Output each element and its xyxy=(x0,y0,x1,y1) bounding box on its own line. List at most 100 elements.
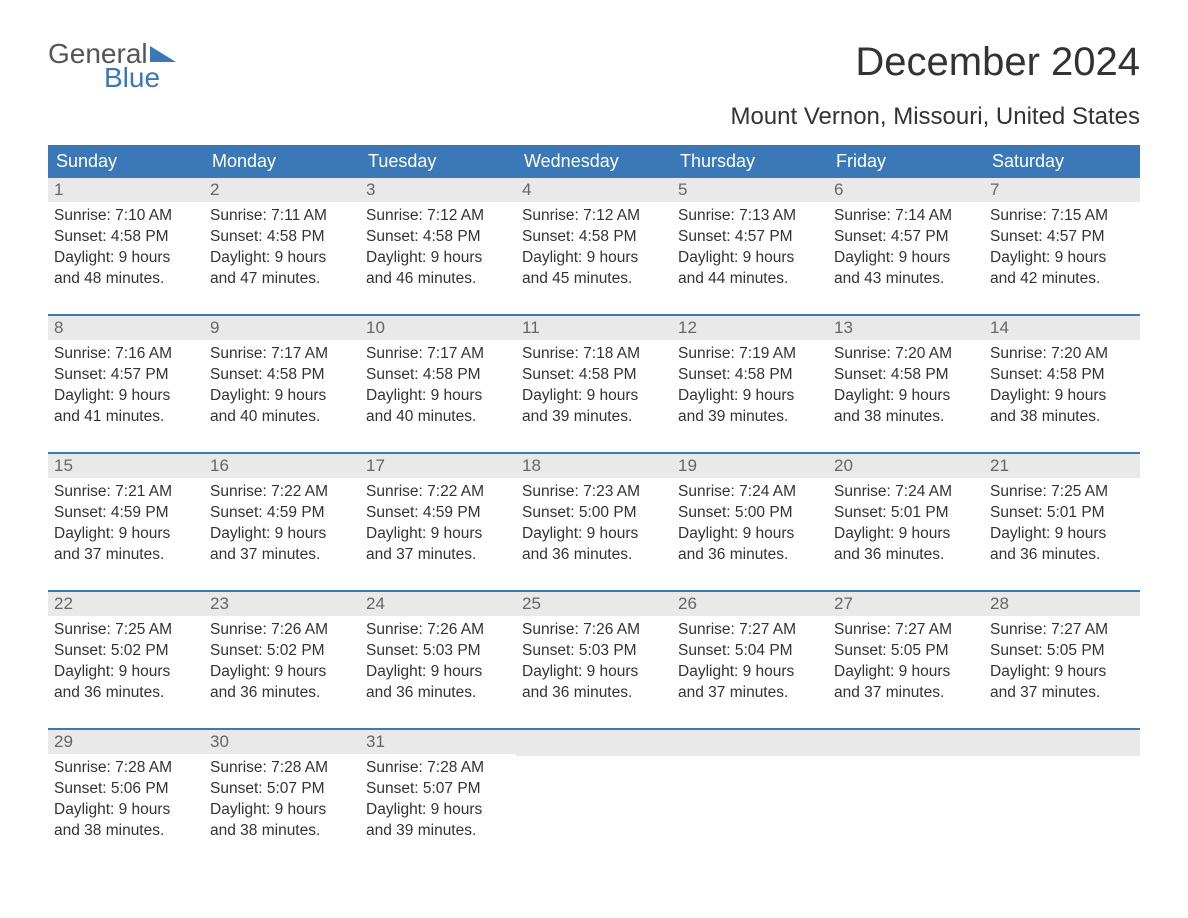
sunrise-text: Sunrise: 7:27 AM xyxy=(990,620,1134,641)
sunrise-text: Sunrise: 7:20 AM xyxy=(990,344,1134,365)
calendar-cell xyxy=(984,730,1140,866)
sunrise-text: Sunrise: 7:22 AM xyxy=(210,482,354,503)
daylight-line1: Daylight: 9 hours xyxy=(522,524,666,545)
calendar-cell: 15Sunrise: 7:21 AMSunset: 4:59 PMDayligh… xyxy=(48,454,204,591)
day-number: 11 xyxy=(516,316,672,340)
sunrise-text: Sunrise: 7:12 AM xyxy=(522,206,666,227)
day-body: Sunrise: 7:17 AMSunset: 4:58 PMDaylight:… xyxy=(204,340,360,428)
calendar-cell: 4Sunrise: 7:12 AMSunset: 4:58 PMDaylight… xyxy=(516,178,672,315)
day-body: Sunrise: 7:11 AMSunset: 4:58 PMDaylight:… xyxy=(204,202,360,290)
calendar-cell: 25Sunrise: 7:26 AMSunset: 5:03 PMDayligh… xyxy=(516,592,672,729)
weekday-header: Sunday xyxy=(48,145,204,178)
day-number-empty xyxy=(984,730,1140,756)
day-body: Sunrise: 7:24 AMSunset: 5:01 PMDaylight:… xyxy=(828,478,984,566)
daylight-line2: and 41 minutes. xyxy=(54,407,198,428)
calendar-cell: 7Sunrise: 7:15 AMSunset: 4:57 PMDaylight… xyxy=(984,178,1140,315)
day-number: 26 xyxy=(672,592,828,616)
daylight-line1: Daylight: 9 hours xyxy=(54,524,198,545)
day-body: Sunrise: 7:27 AMSunset: 5:04 PMDaylight:… xyxy=(672,616,828,704)
daylight-line2: and 42 minutes. xyxy=(990,269,1134,290)
day-number: 4 xyxy=(516,178,672,202)
calendar-cell: 6Sunrise: 7:14 AMSunset: 4:57 PMDaylight… xyxy=(828,178,984,315)
day-body: Sunrise: 7:10 AMSunset: 4:58 PMDaylight:… xyxy=(48,202,204,290)
daylight-line2: and 37 minutes. xyxy=(210,545,354,566)
calendar-cell: 8Sunrise: 7:16 AMSunset: 4:57 PMDaylight… xyxy=(48,316,204,453)
day-number: 10 xyxy=(360,316,516,340)
day-body: Sunrise: 7:28 AMSunset: 5:06 PMDaylight:… xyxy=(48,754,204,842)
daylight-line2: and 40 minutes. xyxy=(366,407,510,428)
calendar-cell: 16Sunrise: 7:22 AMSunset: 4:59 PMDayligh… xyxy=(204,454,360,591)
sunrise-text: Sunrise: 7:20 AM xyxy=(834,344,978,365)
calendar-cell: 20Sunrise: 7:24 AMSunset: 5:01 PMDayligh… xyxy=(828,454,984,591)
sunrise-text: Sunrise: 7:27 AM xyxy=(678,620,822,641)
calendar-week-row: 1Sunrise: 7:10 AMSunset: 4:58 PMDaylight… xyxy=(48,178,1140,315)
sunset-text: Sunset: 4:58 PM xyxy=(210,365,354,386)
calendar-cell: 12Sunrise: 7:19 AMSunset: 4:58 PMDayligh… xyxy=(672,316,828,453)
daylight-line1: Daylight: 9 hours xyxy=(990,248,1134,269)
day-number: 1 xyxy=(48,178,204,202)
daylight-line2: and 40 minutes. xyxy=(210,407,354,428)
sunrise-text: Sunrise: 7:15 AM xyxy=(990,206,1134,227)
sunrise-text: Sunrise: 7:17 AM xyxy=(210,344,354,365)
calendar-cell: 17Sunrise: 7:22 AMSunset: 4:59 PMDayligh… xyxy=(360,454,516,591)
day-number: 19 xyxy=(672,454,828,478)
calendar-cell xyxy=(672,730,828,866)
daylight-line2: and 36 minutes. xyxy=(834,545,978,566)
day-body: Sunrise: 7:16 AMSunset: 4:57 PMDaylight:… xyxy=(48,340,204,428)
calendar-cell: 23Sunrise: 7:26 AMSunset: 5:02 PMDayligh… xyxy=(204,592,360,729)
day-number: 16 xyxy=(204,454,360,478)
daylight-line2: and 36 minutes. xyxy=(210,683,354,704)
daylight-line1: Daylight: 9 hours xyxy=(990,386,1134,407)
sunset-text: Sunset: 5:02 PM xyxy=(210,641,354,662)
calendar-cell: 2Sunrise: 7:11 AMSunset: 4:58 PMDaylight… xyxy=(204,178,360,315)
sunrise-text: Sunrise: 7:12 AM xyxy=(366,206,510,227)
sunset-text: Sunset: 4:58 PM xyxy=(990,365,1134,386)
daylight-line2: and 38 minutes. xyxy=(54,821,198,842)
sunset-text: Sunset: 4:58 PM xyxy=(366,365,510,386)
daylight-line2: and 37 minutes. xyxy=(834,683,978,704)
sunrise-text: Sunrise: 7:24 AM xyxy=(834,482,978,503)
calendar-week-row: 22Sunrise: 7:25 AMSunset: 5:02 PMDayligh… xyxy=(48,592,1140,729)
daylight-line2: and 37 minutes. xyxy=(990,683,1134,704)
day-body: Sunrise: 7:24 AMSunset: 5:00 PMDaylight:… xyxy=(672,478,828,566)
sunset-text: Sunset: 4:58 PM xyxy=(210,227,354,248)
daylight-line2: and 47 minutes. xyxy=(210,269,354,290)
daylight-line1: Daylight: 9 hours xyxy=(678,248,822,269)
daylight-line2: and 37 minutes. xyxy=(54,545,198,566)
sunrise-text: Sunrise: 7:10 AM xyxy=(54,206,198,227)
weekday-header: Friday xyxy=(828,145,984,178)
day-number: 20 xyxy=(828,454,984,478)
day-body: Sunrise: 7:13 AMSunset: 4:57 PMDaylight:… xyxy=(672,202,828,290)
sunset-text: Sunset: 4:57 PM xyxy=(54,365,198,386)
calendar-cell: 10Sunrise: 7:17 AMSunset: 4:58 PMDayligh… xyxy=(360,316,516,453)
daylight-line1: Daylight: 9 hours xyxy=(834,386,978,407)
day-body: Sunrise: 7:14 AMSunset: 4:57 PMDaylight:… xyxy=(828,202,984,290)
day-body: Sunrise: 7:28 AMSunset: 5:07 PMDaylight:… xyxy=(204,754,360,842)
day-number: 18 xyxy=(516,454,672,478)
day-number: 24 xyxy=(360,592,516,616)
day-number: 5 xyxy=(672,178,828,202)
daylight-line2: and 37 minutes. xyxy=(678,683,822,704)
day-number-empty xyxy=(828,730,984,756)
sunrise-text: Sunrise: 7:25 AM xyxy=(54,620,198,641)
sunset-text: Sunset: 4:57 PM xyxy=(990,227,1134,248)
daylight-line1: Daylight: 9 hours xyxy=(522,662,666,683)
sunrise-text: Sunrise: 7:17 AM xyxy=(366,344,510,365)
calendar-cell: 5Sunrise: 7:13 AMSunset: 4:57 PMDaylight… xyxy=(672,178,828,315)
daylight-line1: Daylight: 9 hours xyxy=(366,248,510,269)
calendar-cell xyxy=(516,730,672,866)
sunset-text: Sunset: 4:57 PM xyxy=(834,227,978,248)
calendar-table: SundayMondayTuesdayWednesdayThursdayFrid… xyxy=(48,145,1140,866)
day-body: Sunrise: 7:19 AMSunset: 4:58 PMDaylight:… xyxy=(672,340,828,428)
day-body: Sunrise: 7:27 AMSunset: 5:05 PMDaylight:… xyxy=(828,616,984,704)
calendar-cell: 18Sunrise: 7:23 AMSunset: 5:00 PMDayligh… xyxy=(516,454,672,591)
daylight-line1: Daylight: 9 hours xyxy=(54,662,198,683)
sunset-text: Sunset: 5:07 PM xyxy=(366,779,510,800)
sunset-text: Sunset: 5:00 PM xyxy=(522,503,666,524)
sunrise-text: Sunrise: 7:28 AM xyxy=(210,758,354,779)
sunset-text: Sunset: 5:03 PM xyxy=(522,641,666,662)
daylight-line1: Daylight: 9 hours xyxy=(366,662,510,683)
daylight-line1: Daylight: 9 hours xyxy=(834,524,978,545)
calendar-cell: 11Sunrise: 7:18 AMSunset: 4:58 PMDayligh… xyxy=(516,316,672,453)
location: Mount Vernon, Missouri, United States xyxy=(730,103,1140,131)
